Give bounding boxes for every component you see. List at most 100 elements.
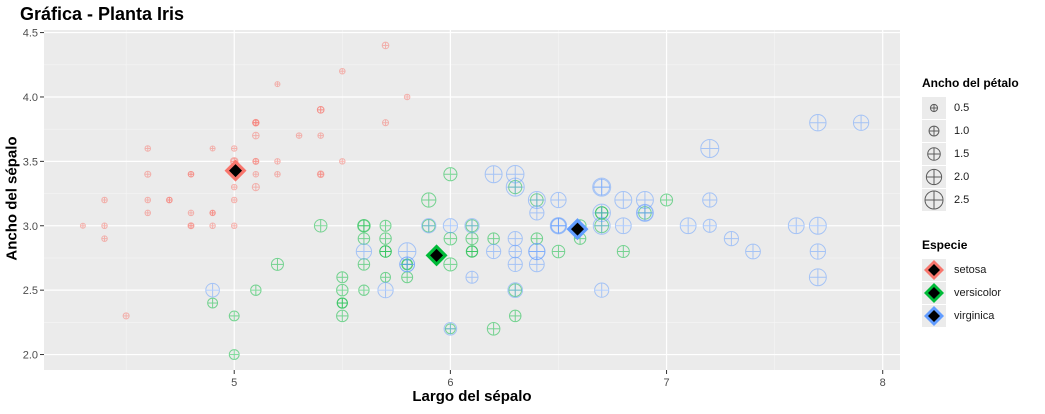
size-legend-item: 2.5	[922, 188, 1019, 211]
size-legend-symbol	[925, 168, 943, 185]
size-legend-item: 1.5	[922, 142, 1019, 165]
data-point-setosa	[381, 41, 390, 50]
size-legend-key	[922, 142, 946, 165]
data-point-virginica	[700, 138, 720, 158]
y-tick-label: 4.0	[23, 92, 38, 104]
size-legend-key	[922, 188, 946, 211]
data-point-virginica	[592, 216, 611, 235]
data-point-setosa	[316, 106, 325, 114]
data-point-virginica	[614, 217, 632, 235]
data-point-virginica	[702, 218, 717, 233]
data-point-setosa	[101, 222, 108, 230]
mean-fill	[570, 222, 584, 236]
data-point-virginica	[679, 217, 697, 235]
x-tick-label: 8	[880, 377, 886, 389]
data-point-setosa	[252, 170, 260, 178]
data-point-setosa	[187, 209, 195, 217]
data-point-virginica	[809, 243, 827, 260]
size-legend-marker	[925, 168, 943, 185]
size-legend-symbol	[928, 125, 940, 136]
data-point-setosa	[274, 158, 281, 165]
data-point-versicolor	[336, 271, 349, 284]
color-legend-symbol	[924, 305, 944, 326]
size-legend-marker	[927, 146, 941, 161]
data-point-virginica	[507, 231, 523, 247]
mean-fill	[430, 248, 444, 262]
size-legend-symbol	[927, 146, 941, 161]
data-point-virginica	[205, 282, 220, 298]
data-point-setosa	[187, 222, 195, 230]
y-tick-label: 2.5	[23, 285, 38, 297]
data-point-setosa	[339, 67, 346, 75]
data-point-setosa	[316, 170, 325, 179]
color-legend-key	[922, 258, 946, 281]
data-point-virginica	[442, 218, 458, 234]
data-point-versicolor	[357, 219, 371, 233]
data-point-setosa	[209, 209, 216, 217]
data-point-versicolor	[466, 245, 478, 258]
data-point-versicolor	[421, 192, 437, 208]
color-legend-key	[922, 304, 946, 327]
data-point-versicolor	[336, 309, 349, 323]
size-legend-key	[922, 96, 946, 119]
data-point-virginica	[723, 231, 739, 247]
data-point-setosa	[122, 312, 130, 320]
color-legend: Especie setosa versicolor virginica	[922, 238, 1001, 327]
data-point-virginica	[809, 114, 827, 132]
data-point-versicolor	[228, 310, 240, 322]
mean-fill	[928, 309, 940, 322]
color-legend-symbol	[924, 282, 944, 303]
mean-marker-versicolor	[425, 244, 448, 267]
data-point-versicolor	[270, 257, 284, 271]
color-legend-title: Especie	[922, 238, 968, 252]
point-circle	[927, 146, 941, 161]
data-point-setosa	[251, 183, 260, 192]
mean-marker-virginica	[566, 218, 589, 241]
data-point-versicolor	[530, 232, 544, 245]
data-point-setosa	[144, 170, 152, 178]
color-legend-symbol	[924, 259, 944, 280]
mean-marker-setosa	[224, 159, 247, 182]
data-point-setosa	[339, 158, 346, 165]
data-point-setosa	[144, 145, 152, 152]
size-legend-key	[922, 119, 946, 142]
data-point-versicolor	[313, 218, 328, 233]
plot-panel	[44, 30, 900, 370]
size-legend-label: 2.5	[954, 193, 970, 206]
data-point-versicolor	[228, 349, 240, 360]
y-tick-label: 3.5	[23, 156, 38, 168]
data-point-virginica	[484, 165, 503, 184]
data-point-versicolor	[443, 167, 458, 182]
data-point-virginica	[592, 177, 612, 197]
data-point-virginica	[702, 192, 718, 208]
data-point-versicolor	[465, 232, 479, 246]
data-point-versicolor	[486, 321, 501, 336]
data-point-setosa	[295, 132, 303, 139]
data-point-virginica	[507, 282, 524, 299]
data-point-virginica	[787, 217, 805, 235]
data-point-setosa	[317, 132, 324, 139]
data-point-virginica	[507, 256, 523, 272]
data-point-setosa	[230, 222, 238, 230]
color-legend-label: setosa	[954, 263, 987, 276]
color-legend-item: setosa	[922, 258, 1001, 281]
data-point-virginica	[745, 243, 761, 260]
mean-fill	[229, 164, 243, 178]
data-point-setosa	[274, 81, 281, 88]
data-points	[79, 41, 870, 360]
data-point-setosa	[230, 183, 238, 191]
minor-gridlines	[44, 30, 900, 370]
color-legend-label: versicolor	[954, 286, 1002, 299]
data-point-virginica	[355, 243, 373, 260]
chart-title: Gráfica - Planta Iris	[20, 4, 185, 24]
data-point-versicolor	[336, 297, 348, 309]
size-legend-marker	[924, 190, 944, 209]
size-legend-entries: 0.5 1.0 1.5 2.0 2.5	[922, 96, 1019, 211]
color-legend-item: versicolor	[922, 281, 1001, 304]
size-legend-label: 1.5	[954, 147, 970, 160]
data-point-versicolor	[358, 284, 370, 296]
data-point-versicolor	[207, 297, 219, 309]
data-point-setosa	[252, 157, 260, 165]
data-point-versicolor	[357, 258, 371, 271]
size-legend-label: 1.0	[954, 124, 970, 137]
